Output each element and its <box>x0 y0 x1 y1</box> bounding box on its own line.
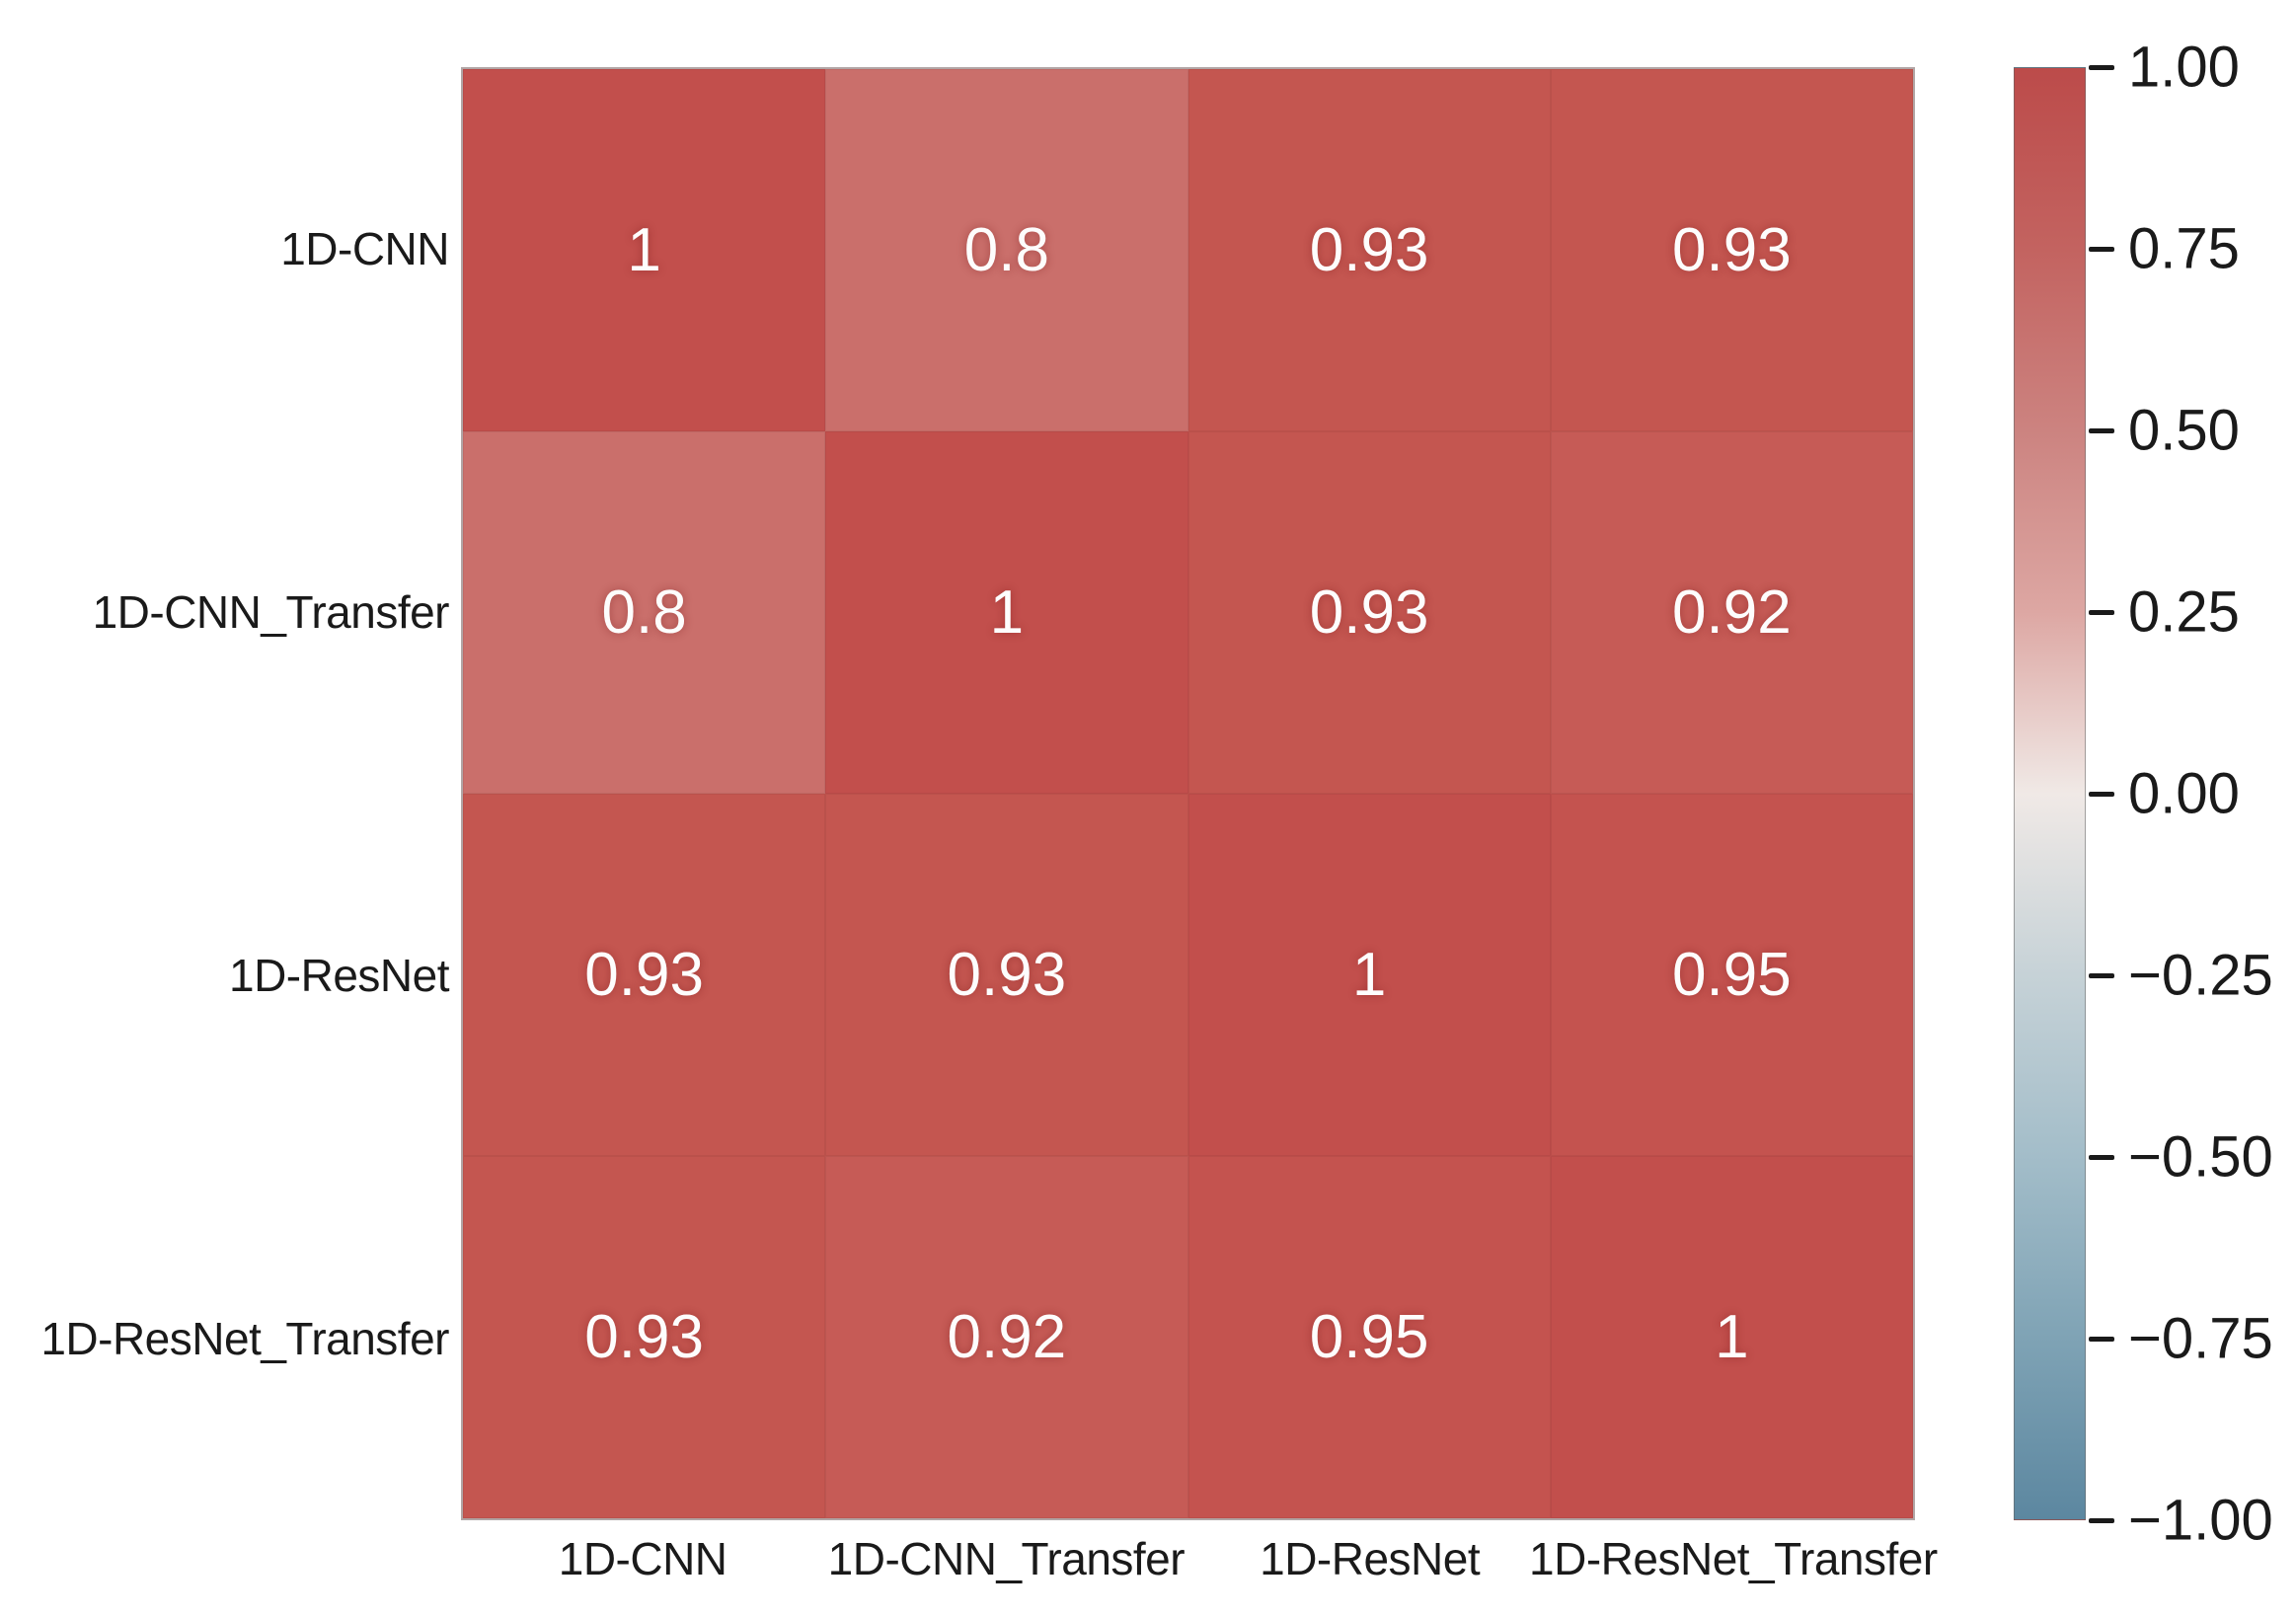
heatmap-cell: 0.8 <box>463 431 826 794</box>
heatmap-cell: 0.92 <box>825 1156 1188 1518</box>
colorbar-tick-label: 0.00 <box>2128 761 2240 826</box>
colorbar-tick-mark <box>2089 246 2114 252</box>
heatmap-cell: 0.95 <box>1550 794 1913 1156</box>
cell-value: 0.92 <box>1672 578 1792 647</box>
heatmap-grid: 1 0.8 0.93 0.93 0.8 1 0.93 0.92 0.93 0.93 1 0.95 0.9… <box>461 67 1915 1520</box>
heatmap-cell: 0.93 <box>1550 69 1913 431</box>
colorbar-tick-label: 0.75 <box>2128 216 2240 281</box>
cell-value: 0.93 <box>1309 216 1429 284</box>
heatmap-cell: 0.93 <box>463 1156 826 1518</box>
colorbar-tick-label: 1.00 <box>2128 35 2240 100</box>
colorbar-tick-mark <box>2089 972 2114 978</box>
y-tick-label: 1D-ResNet <box>228 950 450 1001</box>
heatmap-cell: 1 <box>1187 794 1551 1156</box>
cell-value: 1 <box>1351 941 1387 1009</box>
colorbar-tick-mark <box>2089 427 2114 433</box>
y-tick-label: 1D-ResNet_Transfer <box>40 1313 449 1364</box>
heatmap-cell: 0.93 <box>1187 431 1551 794</box>
cell-value: 0.92 <box>947 1303 1067 1371</box>
cell-value: 0.93 <box>947 941 1067 1009</box>
cell-value: 0.8 <box>963 216 1049 284</box>
heatmap-cell: 0.8 <box>825 69 1188 431</box>
x-tick-label: 1D-CNN_Transfer <box>827 1533 1186 1584</box>
heatmap-cell: 0.93 <box>1187 69 1551 431</box>
cell-value: 0.93 <box>1309 578 1429 647</box>
cell-value: 1 <box>627 216 661 284</box>
colorbar-tick-label: 0.25 <box>2128 579 2240 645</box>
cell-value: 0.93 <box>584 1303 704 1371</box>
heatmap-cell: 1 <box>463 69 826 431</box>
colorbar-gradient <box>2014 67 2086 1520</box>
colorbar-tick-label: −0.75 <box>2128 1306 2273 1371</box>
colorbar-tick-mark <box>2089 609 2114 615</box>
colorbar-tick-mark <box>2089 791 2114 797</box>
heatmap-cell: 0.95 <box>1187 1156 1551 1518</box>
cell-value: 1 <box>989 578 1025 647</box>
colorbar-tick-label: 0.50 <box>2128 398 2240 463</box>
x-tick-label: 1D-CNN <box>558 1533 727 1584</box>
x-tick-label: 1D-ResNet_Transfer <box>1529 1533 1938 1584</box>
cell-value: 0.95 <box>1672 941 1792 1009</box>
heatmap-cell: 1 <box>825 431 1188 794</box>
cell-value: 1 <box>1715 1303 1749 1371</box>
cell-value: 0.93 <box>584 941 704 1009</box>
colorbar-tick-mark <box>2089 1336 2114 1342</box>
colorbar-tick-label: −0.25 <box>2128 943 2273 1008</box>
x-tick-label: 1D-ResNet <box>1260 1533 1481 1584</box>
cell-value: 0.95 <box>1309 1303 1429 1371</box>
colorbar-tick-mark <box>2089 1154 2114 1160</box>
cell-value: 0.8 <box>601 578 687 647</box>
colorbar-tick-label: −0.50 <box>2128 1124 2273 1190</box>
y-tick-label: 1D-CNN <box>280 223 449 274</box>
heatmap-cell: 0.93 <box>825 794 1188 1156</box>
colorbar-tick-mark <box>2089 1517 2114 1523</box>
cell-value: 0.93 <box>1672 216 1792 284</box>
colorbar-tick-label: −1.00 <box>2128 1488 2273 1553</box>
heatmap-cell: 1 <box>1550 1156 1913 1518</box>
colorbar-tick-mark <box>2089 64 2114 70</box>
heatmap-cell: 0.93 <box>463 794 826 1156</box>
heatmap-cell: 0.92 <box>1550 431 1913 794</box>
y-tick-label: 1D-CNN_Transfer <box>92 586 450 638</box>
